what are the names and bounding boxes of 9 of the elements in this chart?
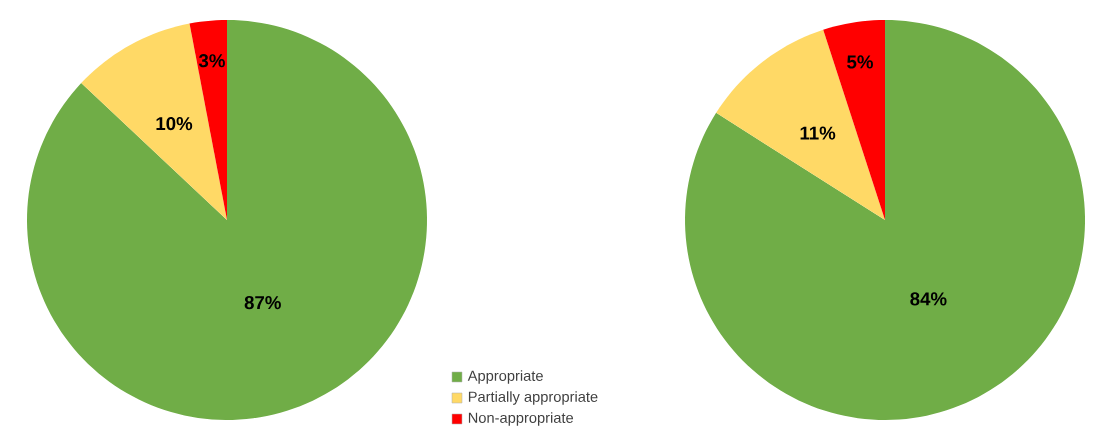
data-label: 84% xyxy=(910,292,947,306)
data-label: 87% xyxy=(244,295,281,310)
legend-label: Non-appropriate xyxy=(468,412,574,426)
data-label: 10% xyxy=(156,116,193,131)
legend-label: Partially appropriate xyxy=(468,391,598,405)
data-label: 3% xyxy=(198,54,225,68)
data-label: 5% xyxy=(847,55,873,69)
data-label: 11% xyxy=(800,126,836,140)
legend-label: Appropriate xyxy=(467,370,543,384)
